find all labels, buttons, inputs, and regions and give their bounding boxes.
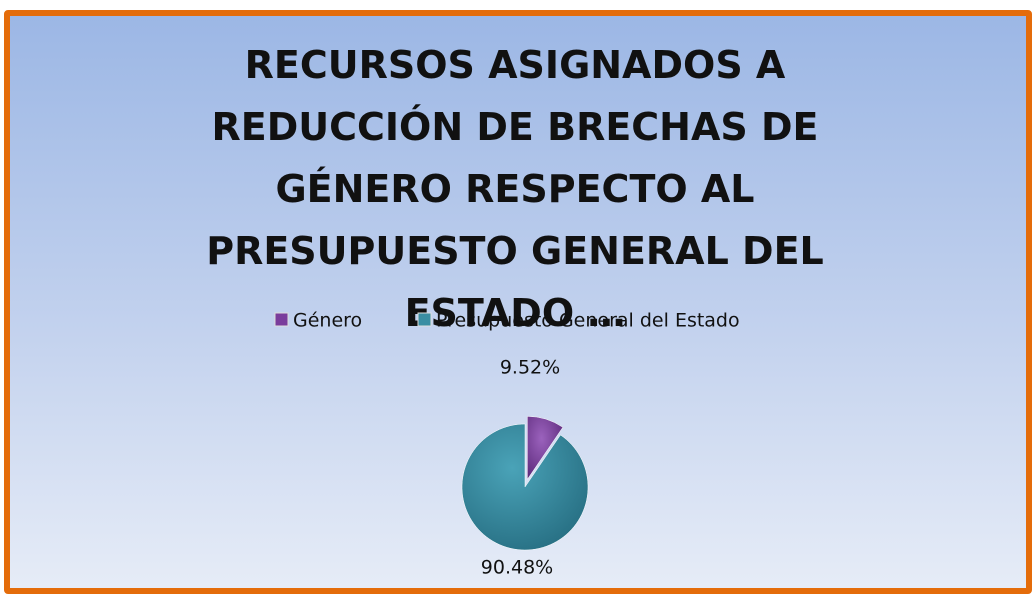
legend-swatch xyxy=(417,312,432,327)
data-label: 90.48% xyxy=(481,557,553,579)
legend-label: Presupuesto General del Estado xyxy=(436,310,740,332)
legend-label: Género xyxy=(293,310,362,332)
data-label: 9.52% xyxy=(500,357,560,379)
legend-swatch xyxy=(274,312,289,327)
chart-title: RECURSOS ASIGNADOS A REDUCCIÓN DE BRECHA… xyxy=(206,43,824,335)
pie-slice xyxy=(461,423,589,551)
pie-slice xyxy=(527,416,564,481)
